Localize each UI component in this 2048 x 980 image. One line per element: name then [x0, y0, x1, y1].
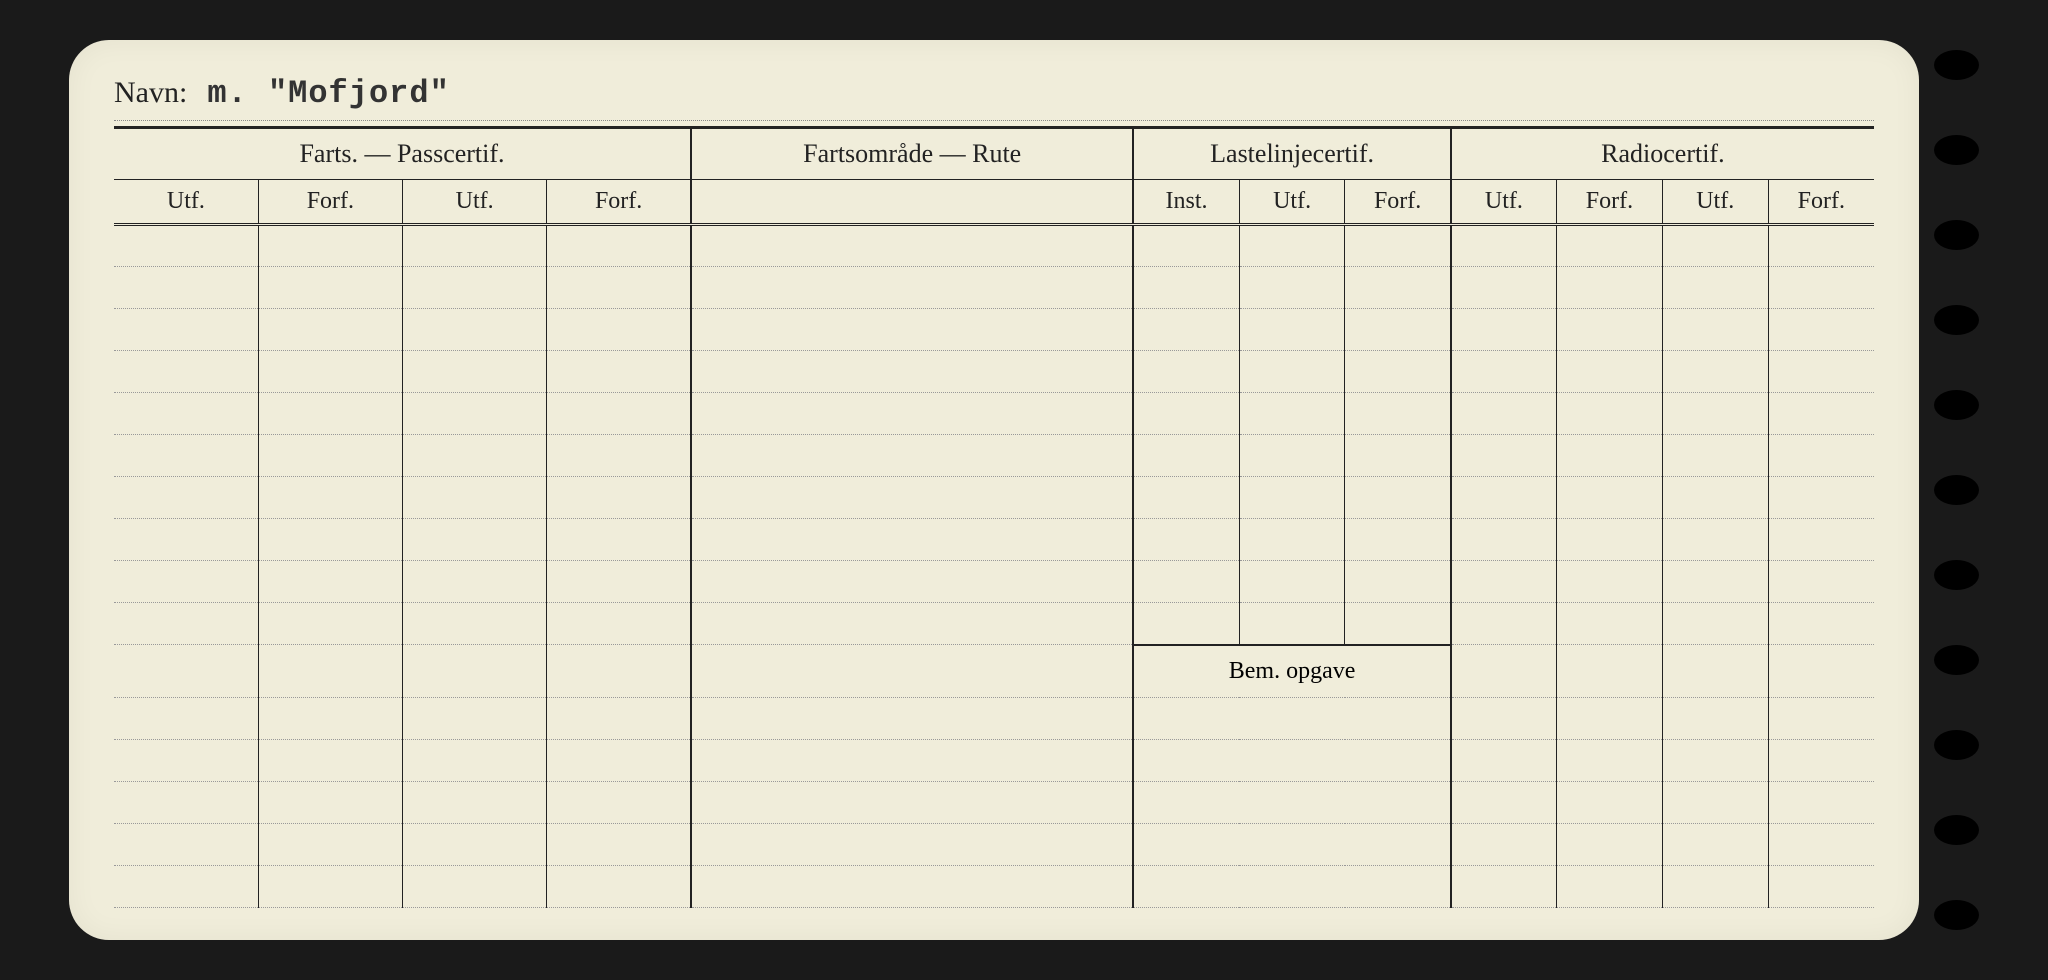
sub-header-0: Utf.	[114, 180, 258, 225]
table-row	[114, 225, 1874, 267]
binding-hole	[1934, 305, 1979, 335]
sub-header-11: Forf.	[1768, 180, 1874, 225]
table-wrapper: Farts. — Passcertif.Fartsområde — RuteLa…	[114, 129, 1874, 908]
binding-hole	[1934, 645, 1979, 675]
sub-header-7: Forf.	[1345, 180, 1451, 225]
group-header-fartsområde: Fartsområde — Rute	[691, 129, 1133, 180]
binding-hole	[1934, 220, 1979, 250]
sub-header-9: Forf.	[1557, 180, 1663, 225]
table-row	[114, 781, 1874, 823]
binding-hole	[1934, 730, 1979, 760]
table-row	[114, 739, 1874, 781]
table-row	[114, 519, 1874, 561]
binding-hole	[1934, 560, 1979, 590]
binding-hole	[1934, 815, 1979, 845]
table-row	[114, 603, 1874, 645]
table-row	[114, 561, 1874, 603]
group-header-lastelinje: Lastelinjecertif.	[1133, 129, 1450, 180]
binding-hole	[1934, 900, 1979, 930]
table-row	[114, 865, 1874, 907]
group-header-row: Farts. — Passcertif.Fartsområde — RuteLa…	[114, 129, 1874, 180]
navn-label: Navn:	[114, 76, 187, 110]
tbody-upper	[114, 225, 1874, 645]
table-row	[114, 309, 1874, 351]
table-row	[114, 351, 1874, 393]
sub-header-3: Forf.	[547, 180, 691, 225]
group-header-passcertif: Farts. — Passcertif.	[114, 129, 691, 180]
table-row	[114, 477, 1874, 519]
bem-opgave-header: Bem. opgave	[1133, 645, 1450, 698]
sub-header-2: Utf.	[403, 180, 547, 225]
binding-hole	[1934, 50, 1979, 80]
sub-header-10: Utf.	[1662, 180, 1768, 225]
record-card: Navn: m. "Mofjord" Farts. — Passcertif.F…	[69, 40, 1919, 940]
navn-value: m. "Mofjord"	[207, 75, 449, 112]
binding-holes	[1934, 20, 1979, 960]
certif-table: Farts. — Passcertif.Fartsområde — RuteLa…	[114, 129, 1874, 908]
table-row	[114, 393, 1874, 435]
navn-row: Navn: m. "Mofjord"	[114, 75, 1874, 121]
table-row	[114, 697, 1874, 739]
sub-header-4	[691, 180, 1133, 225]
sub-header-6: Utf.	[1239, 180, 1345, 225]
table-row	[114, 823, 1874, 865]
binding-hole	[1934, 135, 1979, 165]
sub-header-5: Inst.	[1133, 180, 1239, 225]
sub-header-1: Forf.	[258, 180, 402, 225]
table-row	[114, 267, 1874, 309]
group-header-radio: Radiocertif.	[1451, 129, 1874, 180]
tbody-bem: Bem. opgave	[114, 645, 1874, 698]
binding-hole	[1934, 475, 1979, 505]
table-row	[114, 435, 1874, 477]
sub-header-8: Utf.	[1451, 180, 1557, 225]
sub-header-row: Utf.Forf.Utf.Forf.Inst.Utf.Forf.Utf.Forf…	[114, 180, 1874, 225]
binding-hole	[1934, 390, 1979, 420]
tbody-lower	[114, 697, 1874, 907]
bem-header-row: Bem. opgave	[114, 645, 1874, 698]
